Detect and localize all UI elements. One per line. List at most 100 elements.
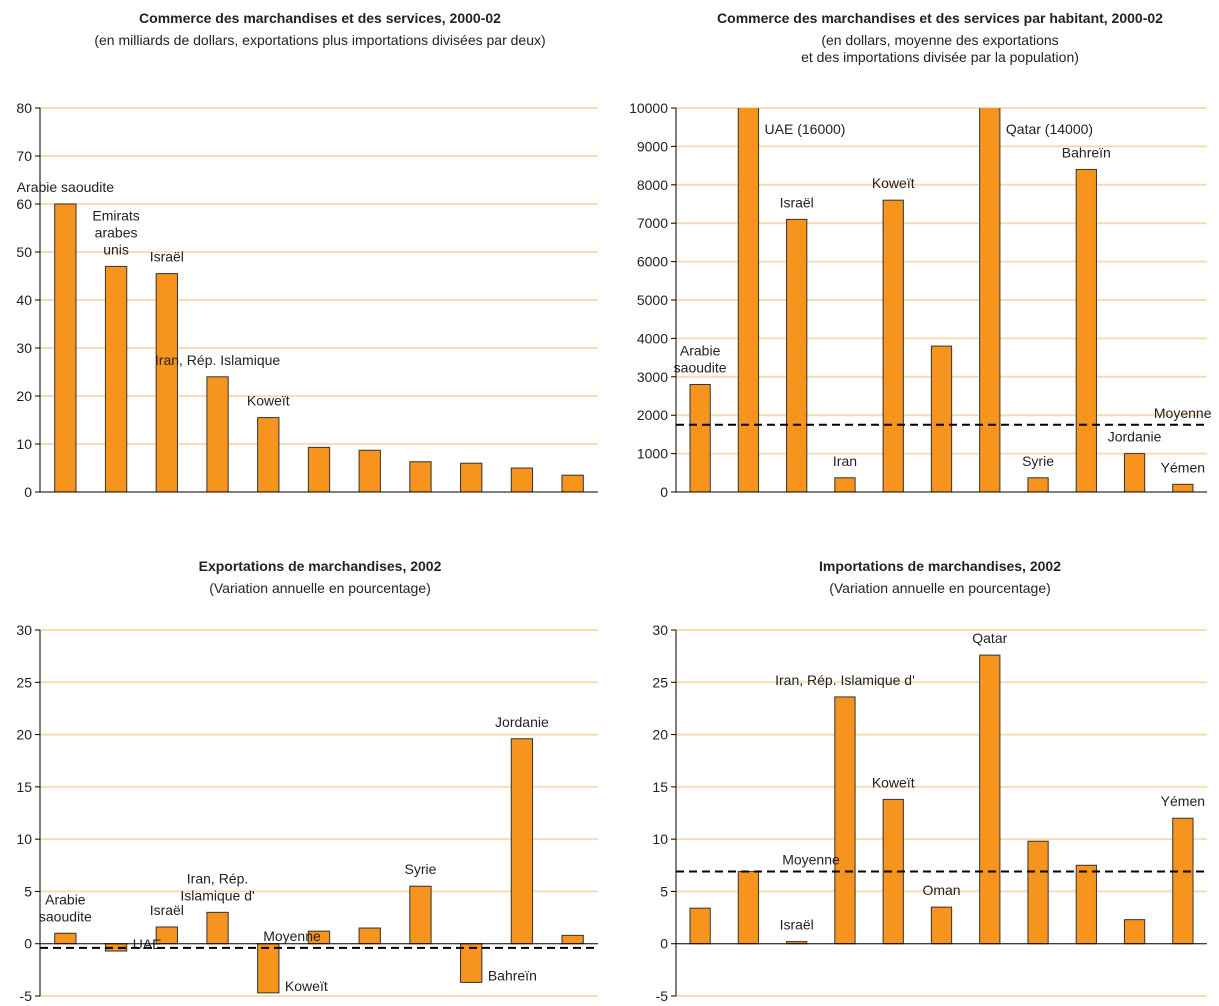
bar <box>358 927 381 945</box>
chart-subtitle: (en dollars, moyenne des exportations et … <box>801 32 1079 65</box>
bar <box>979 108 1001 492</box>
bar <box>1123 919 1146 945</box>
chart-title: Commerce des marchandises et des service… <box>139 10 501 26</box>
y-tick-label: 60 <box>16 196 32 212</box>
bar <box>257 417 280 492</box>
y-tick-label: 80 <box>16 100 32 116</box>
bar <box>1027 477 1049 492</box>
y-tick-label: 7000 <box>637 215 668 231</box>
y-tick-label: 30 <box>16 622 32 638</box>
bar <box>1172 817 1194 945</box>
chart-title: Commerce des marchandises et des service… <box>717 10 1163 26</box>
bar-label: Israël <box>150 902 184 918</box>
y-tick-label: 0 <box>24 936 32 952</box>
bar <box>689 383 711 492</box>
bar <box>979 654 1001 945</box>
bar <box>206 376 229 492</box>
y-tick-label: 25 <box>652 674 668 690</box>
bar <box>882 199 904 492</box>
bar-label: Syrie <box>1022 453 1054 469</box>
bar-label: Emirats arabes unis <box>92 207 139 257</box>
bar-label: Jordanie <box>1108 429 1162 445</box>
y-tick-label: 0 <box>24 484 32 500</box>
y-tick-label: 6000 <box>637 254 668 270</box>
bar <box>1123 453 1146 492</box>
chart-title: Importations de marchandises, 2002 <box>819 558 1061 574</box>
y-tick-label: 50 <box>16 244 32 260</box>
y-tick-label: 3000 <box>637 369 668 385</box>
bar-label: Arabie saoudite <box>39 891 92 924</box>
plot <box>54 738 584 994</box>
bar <box>206 911 229 945</box>
plot <box>689 108 1194 492</box>
y-tick-label: -5 <box>20 988 33 1001</box>
y-tick-label: 15 <box>16 779 32 795</box>
bar-label: Iran, Rép. Islamique d' <box>180 870 254 903</box>
y-tick-label: 9000 <box>637 138 668 154</box>
plot <box>54 203 584 492</box>
y-tick-label: 20 <box>16 388 32 404</box>
y-tick-label: 2000 <box>637 407 668 423</box>
chart-subtitle: (Variation annuelle en pourcentage) <box>829 580 1051 596</box>
y-tick-label: 40 <box>16 292 32 308</box>
bar <box>358 449 381 492</box>
y-tick-label: 25 <box>16 674 32 690</box>
bar-label: Qatar (14000) <box>1006 121 1093 137</box>
bar-label: Koweït <box>872 175 915 191</box>
bar <box>510 738 534 945</box>
bar <box>54 932 77 945</box>
bar-label: Koweït <box>247 393 290 409</box>
bar <box>409 461 432 492</box>
mean-label: Moyenne <box>782 852 840 868</box>
bar-label: Qatar <box>972 630 1007 646</box>
y-tick-label: 30 <box>652 622 668 638</box>
bar-label: Yémen <box>1161 459 1205 475</box>
chart-subtitle: (Variation annuelle en pourcentage) <box>209 580 431 596</box>
bar <box>54 203 77 492</box>
mean-label: Moyenne <box>263 928 321 944</box>
y-tick-label: 4000 <box>637 330 668 346</box>
bar-label: Israël <box>780 917 814 933</box>
bar <box>1075 168 1097 492</box>
chart-subtitle: (en milliards de dollars, exportations p… <box>94 32 545 48</box>
y-tick-label: 5000 <box>637 292 668 308</box>
chart-title: Exportations de marchandises, 2002 <box>199 558 442 574</box>
y-tick-label: 10 <box>16 831 32 847</box>
bar <box>409 885 432 945</box>
bar-label: Bahreïn <box>488 967 537 983</box>
bar-label: Koweït <box>285 978 328 994</box>
bar <box>1027 840 1049 945</box>
y-tick-label: 30 <box>16 340 32 356</box>
y-tick-label: 0 <box>660 484 668 500</box>
bar <box>834 696 856 945</box>
bar <box>460 462 483 492</box>
y-tick-label: 15 <box>652 779 668 795</box>
y-tick-label: 10 <box>16 436 32 452</box>
bar-label: Syrie <box>405 861 437 877</box>
y-tick-label: 5 <box>24 883 32 899</box>
y-tick-label: 1000 <box>637 446 668 462</box>
bar <box>155 273 178 492</box>
bar <box>1172 483 1194 492</box>
bar <box>104 265 128 492</box>
bar-label: Iran <box>833 453 857 469</box>
bar-label: Bahreïn <box>1062 144 1111 160</box>
bar-label: Arabie saoudite <box>17 179 115 195</box>
bar <box>510 467 534 492</box>
y-tick-label: 10000 <box>629 100 668 116</box>
bar <box>561 474 584 492</box>
bar <box>561 934 584 945</box>
bar-label: Israël <box>150 249 184 265</box>
bar <box>930 906 953 945</box>
plot <box>689 654 1194 945</box>
bar <box>786 218 808 492</box>
bar-label: Arabie saoudite <box>674 342 727 375</box>
bar-label: UAE (16000) <box>765 121 846 137</box>
bar-label: Iran, Rép. Islamique <box>155 352 280 368</box>
y-tick-label: 70 <box>16 148 32 164</box>
bar-label: Oman <box>922 882 960 898</box>
bar-label: Iran, Rép. Islamique d' <box>775 672 915 688</box>
y-tick-label: 8000 <box>637 177 668 193</box>
bar <box>930 345 953 492</box>
bar <box>257 943 280 994</box>
